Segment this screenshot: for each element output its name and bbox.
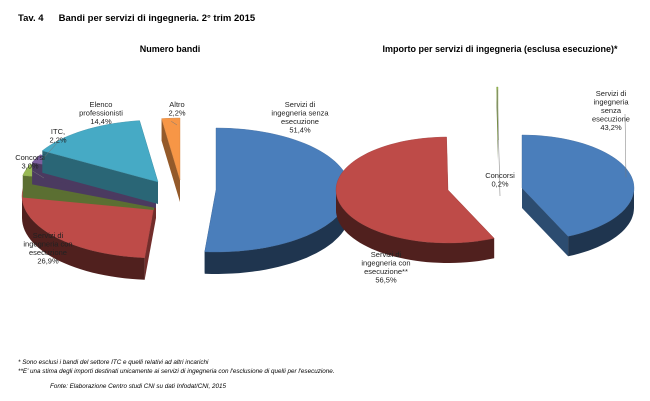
table-title: Bandi per servizi di ingegneria. 2° trim… [58,13,256,24]
slice-label: Concorsi [485,171,515,180]
footnote-2: **E' una stima degli importi destinati u… [18,368,335,375]
table-header: Tav. 4 Bandi per servizi di ingegneria. … [18,13,255,24]
slice-label: Servizi di ingegneria senza esecuzione [592,89,630,124]
pie-chart-1: Servizi di ingegneria senza esecuzione51,4… [15,100,351,280]
slice-label: Elenco professionisti [79,100,123,118]
slice-value-label: 3,0% [21,162,38,171]
pie-slice [161,117,181,202]
slice-label: Servizi di ingegneria con esecuzione [23,231,72,257]
pie-slice [41,120,159,204]
chart-1-title: Numero bandi [139,44,201,54]
pie-slice [521,134,635,257]
leader-line [497,89,501,197]
source-note: Fonte: Elaborazione Centro studi CNI su … [50,383,227,390]
slice-value-label: 56,5% [375,276,397,285]
footnotes: * Sono esclusi i bandi del settore ITC e… [18,358,335,376]
slice-value-label: 14,4% [90,117,112,126]
slice-value-label: 2,2% [49,136,66,145]
chart-2-title: Importo per servizi di ingegneria (esclu… [382,44,618,54]
slice-label: Altro [169,100,184,109]
leader-line [624,113,627,178]
pie-chart-2: Servizi di ingegneria senza esecuzione43,2%… [335,86,635,285]
pie-slice [204,127,351,274]
leader-line [32,170,45,179]
table-number: Tav. 4 [18,13,44,24]
slice-value-label: 43,2% [600,123,622,132]
leader-line [41,141,59,161]
leader-line [171,120,178,126]
slice-label: Servizi di ingegneria senza esecuzione [271,100,329,126]
slice-value-label: 26,9% [37,257,59,266]
slice-value-label: 0,2% [491,180,508,189]
slice-value-label: 2,2% [168,109,185,118]
slice-value-label: 51,4% [289,126,311,135]
pie-slice [335,136,495,263]
slice-label: Concorsi [15,153,45,162]
slice-label: Servizi di ingegneria con esecuzione** [361,250,410,276]
slice-label: ITC, [51,127,65,136]
footnote-1: * Sono esclusi i bandi del settore ITC e… [18,359,209,366]
